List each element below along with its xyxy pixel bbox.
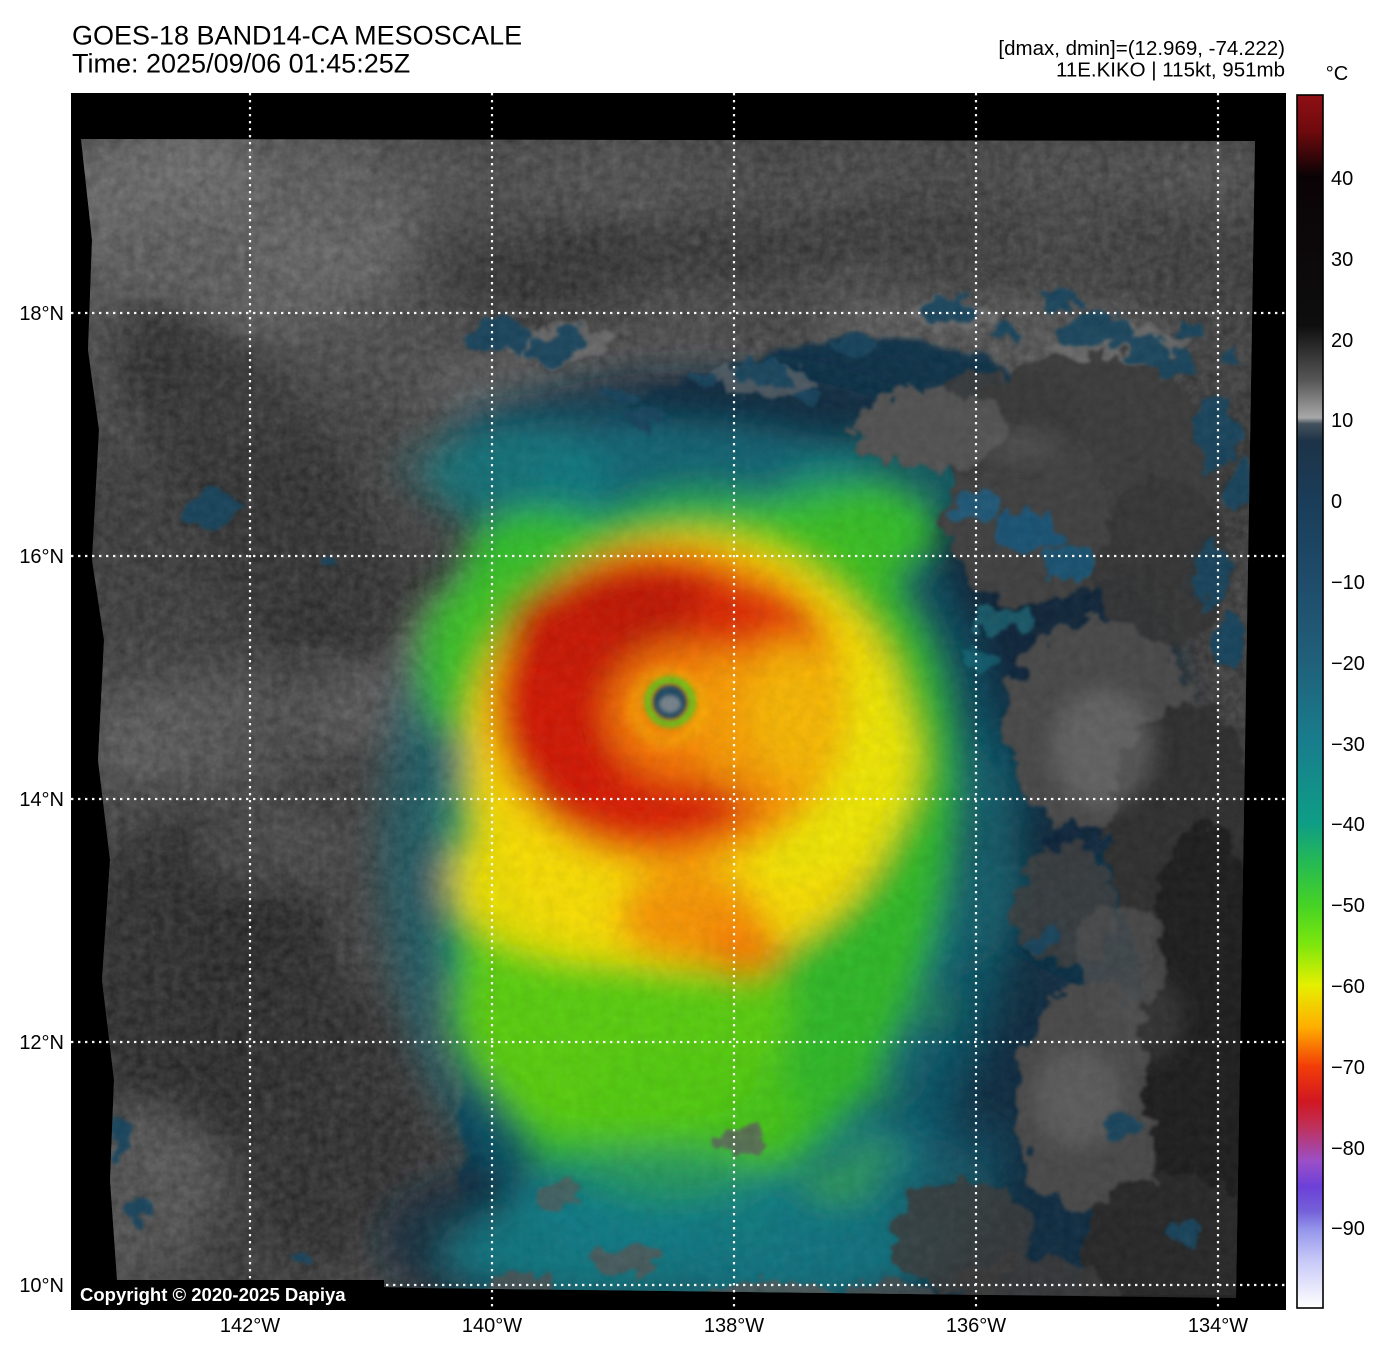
svg-text:−70: −70 — [1331, 1057, 1365, 1079]
svg-text:18°N: 18°N — [19, 303, 64, 325]
svg-text:[dmax, dmin]=(12.969, -74.222): [dmax, dmin]=(12.969, -74.222) — [998, 37, 1285, 60]
svg-text:134°W: 134°W — [1188, 1315, 1248, 1337]
svg-text:10°N: 10°N — [19, 1275, 64, 1297]
svg-text:142°W: 142°W — [220, 1315, 280, 1337]
svg-text:−50: −50 — [1331, 895, 1365, 917]
svg-text:138°W: 138°W — [704, 1315, 764, 1337]
svg-text:−30: −30 — [1331, 734, 1365, 756]
svg-text:−40: −40 — [1331, 814, 1365, 836]
svg-text:°C: °C — [1326, 63, 1348, 85]
svg-text:140°W: 140°W — [462, 1315, 522, 1337]
svg-text:0: 0 — [1331, 491, 1342, 513]
svg-text:−10: −10 — [1331, 572, 1365, 594]
svg-text:30: 30 — [1331, 249, 1353, 271]
svg-text:−90: −90 — [1331, 1218, 1365, 1240]
svg-text:16°N: 16°N — [19, 546, 64, 568]
svg-text:Time: 2025/09/06 01:45:25Z: Time: 2025/09/06 01:45:25Z — [72, 49, 410, 79]
svg-text:11E.KIKO | 115kt, 951mb: 11E.KIKO | 115kt, 951mb — [1056, 59, 1285, 82]
svg-text:−80: −80 — [1331, 1138, 1365, 1160]
svg-text:136°W: 136°W — [946, 1315, 1006, 1337]
svg-text:12°N: 12°N — [19, 1032, 64, 1054]
svg-text:40: 40 — [1331, 168, 1353, 190]
svg-text:Copyright © 2020-2025 Dapiya: Copyright © 2020-2025 Dapiya — [80, 1284, 346, 1305]
svg-text:10: 10 — [1331, 410, 1353, 432]
svg-text:14°N: 14°N — [19, 789, 64, 811]
svg-text:−20: −20 — [1331, 653, 1365, 675]
svg-text:−60: −60 — [1331, 976, 1365, 998]
svg-text:20: 20 — [1331, 330, 1353, 352]
svg-text:GOES-18 BAND14-CA MESOSCALE: GOES-18 BAND14-CA MESOSCALE — [72, 21, 522, 51]
